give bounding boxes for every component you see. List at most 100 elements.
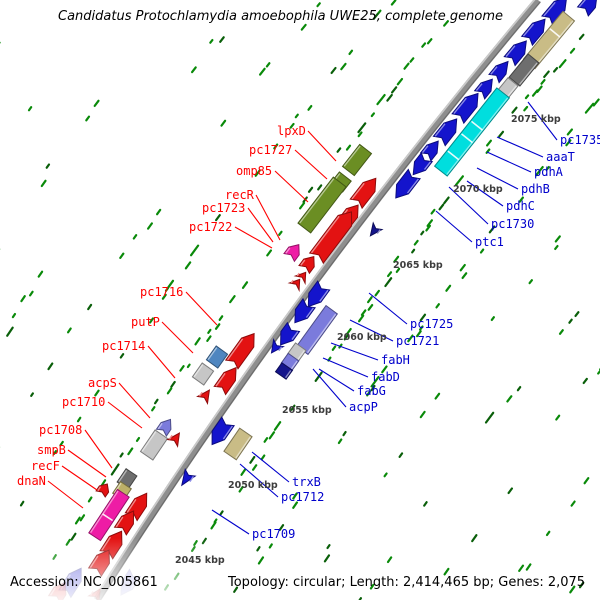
kbp-marker: 2065 kbp (393, 260, 443, 271)
gene-glyph[interactable] (155, 418, 172, 437)
gene-glyph[interactable] (419, 140, 439, 162)
label-leader-line (239, 463, 279, 498)
winding-gene-dot (45, 163, 51, 169)
gene-highlight-edge (406, 178, 419, 194)
gene-shape (297, 176, 347, 234)
gene-label-fabH[interactable]: fabH (381, 353, 410, 367)
gene-label-pc1708[interactable]: pc1708 (39, 423, 83, 437)
gene-label-pc1725[interactable]: pc1725 (410, 317, 454, 331)
gene-glyph[interactable] (181, 467, 197, 487)
gene-shape (307, 280, 331, 308)
winding-gene-dot (528, 279, 534, 285)
gene-label-pc1716[interactable]: pc1716 (140, 285, 184, 299)
gene-glyph[interactable] (369, 221, 384, 237)
gene-label-pdhB[interactable]: pdhB (521, 182, 550, 196)
gene-glyph[interactable] (349, 177, 377, 210)
gene-label-lpxD[interactable]: lpxD (277, 124, 306, 138)
gene-label-fabG[interactable]: fabG (357, 384, 386, 398)
gene-glyph[interactable] (341, 143, 373, 177)
gene-label-pc1727[interactable]: pc1727 (249, 143, 293, 157)
gene-label-pc1710[interactable]: pc1710 (62, 395, 106, 409)
gene-glyph[interactable] (488, 60, 509, 84)
gene-glyph[interactable] (522, 10, 576, 70)
gene-label-pc1723[interactable]: pc1723 (202, 201, 246, 215)
gene-glyph[interactable] (213, 366, 237, 396)
winding-gene-dot (370, 384, 376, 392)
gene-highlight-edge (227, 338, 244, 361)
gene-glyph[interactable] (139, 429, 169, 461)
gene-highlight-edge (490, 66, 498, 75)
gene-label-omp85[interactable]: omp85 (236, 164, 273, 178)
gene-glyph[interactable] (412, 152, 434, 176)
gene-glyph[interactable] (503, 40, 527, 67)
gene-glyph[interactable] (520, 18, 546, 47)
gene-glyph[interactable] (473, 78, 493, 100)
gene-label-recR[interactable]: recR (225, 188, 254, 202)
gene-glyph[interactable] (451, 92, 479, 125)
winding-gene-dot (518, 196, 525, 203)
gene-label-trxB[interactable]: trxB (292, 475, 321, 489)
winding-gene-dot (37, 270, 44, 278)
gene-glyph[interactable] (541, 0, 567, 26)
gene-glyph[interactable] (88, 488, 130, 542)
winding-gene-dot (407, 334, 414, 343)
gene-label-pdhC[interactable]: pdhC (506, 199, 535, 213)
gene-glyph[interactable] (274, 362, 294, 380)
gene-glyph[interactable] (576, 0, 598, 17)
gene-label-pc1735[interactable]: pc1735 (560, 133, 600, 147)
gene-highlight-edge (306, 313, 337, 354)
winding-gene-dot (391, 86, 398, 94)
winding-gene-dot (74, 516, 81, 525)
gene-label-pdhA[interactable]: pdhA (534, 165, 563, 179)
gene-label-aaaT[interactable]: aaaT (546, 150, 575, 164)
gene-glyph[interactable] (113, 510, 135, 536)
gene-glyph[interactable] (294, 297, 316, 324)
gene-label-ptc1[interactable]: ptc1 (475, 235, 504, 249)
gene-shape (432, 118, 458, 147)
winding-gene-dot (524, 94, 530, 100)
gene-label-fabD[interactable]: fabD (371, 370, 400, 384)
gene-glyph[interactable] (191, 362, 215, 386)
gene-shape (341, 143, 373, 177)
gene-glyph[interactable] (293, 271, 307, 286)
gene-glyph[interactable] (223, 427, 253, 461)
gene-label-acpP[interactable]: acpP (349, 400, 378, 414)
gene-glyph[interactable] (297, 176, 347, 234)
gene-glyph[interactable] (270, 338, 285, 354)
gene-glyph[interactable] (287, 278, 301, 293)
gene-glyph[interactable] (224, 332, 255, 370)
gene-glyph[interactable] (433, 87, 511, 177)
gene-label-pc1714[interactable]: pc1714 (102, 339, 146, 353)
winding-gene-dot (554, 245, 559, 250)
gene-label-dnaN[interactable]: dnaN (17, 474, 46, 488)
gene-label-putP[interactable]: putP (131, 315, 160, 329)
gene-glyph[interactable] (280, 321, 301, 346)
gene-label-pc1730[interactable]: pc1730 (491, 217, 535, 231)
gene-glyph[interactable] (395, 168, 422, 199)
winding-gene-dot (151, 406, 156, 412)
gene-glyph[interactable] (308, 211, 353, 265)
gene-glyph[interactable] (95, 483, 110, 498)
gene-label-pc1722[interactable]: pc1722 (189, 220, 233, 234)
gene-highlight-edge (157, 422, 163, 430)
winding-gene-dot (543, 70, 550, 79)
winding-gene-dot (420, 230, 425, 236)
gene-label-acpS[interactable]: acpS (88, 376, 117, 390)
gene-label-pc1709[interactable]: pc1709 (252, 527, 296, 541)
accession-text: Accession: NC_005861 (10, 575, 158, 590)
gene-label-recF[interactable]: recF (31, 459, 60, 473)
gene-glyph[interactable] (298, 255, 315, 275)
gene-glyph[interactable] (508, 53, 540, 87)
gene-glyph[interactable] (283, 243, 300, 263)
winding-gene-dot (409, 57, 415, 63)
gene-glyph[interactable] (432, 118, 458, 147)
gene-label-pc1712[interactable]: pc1712 (281, 490, 325, 504)
gene-label-smpB[interactable]: smpB (37, 443, 66, 457)
gene-glyph[interactable] (205, 345, 229, 369)
gene-glyph[interactable] (196, 389, 211, 405)
gene-label-pc1721[interactable]: pc1721 (396, 334, 440, 348)
gene-glyph[interactable] (211, 416, 235, 446)
winding-gene-dot (370, 375, 380, 388)
gene-glyph[interactable] (166, 432, 181, 448)
gene-glyph[interactable] (307, 280, 331, 308)
